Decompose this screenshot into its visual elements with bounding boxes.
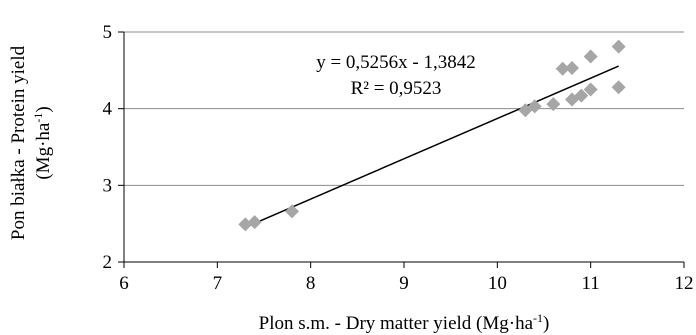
x-axis-title: Plon s.m. - Dry matter yield (Mg·ha-1) xyxy=(259,311,550,334)
y-tick-label: 3 xyxy=(103,175,113,196)
x-tick-label: 10 xyxy=(488,273,507,294)
x-tick-label: 7 xyxy=(213,273,223,294)
x-tick-label: 9 xyxy=(399,273,409,294)
data-point xyxy=(583,49,598,64)
gridlines xyxy=(124,31,684,186)
x-tick-label: 11 xyxy=(582,273,600,294)
trendline-group xyxy=(245,65,619,228)
data-point xyxy=(574,88,589,103)
x-tick-label: 12 xyxy=(675,273,694,294)
tick-labels: 2 3 4 5 6 7 8 9 10 11 12 xyxy=(103,22,694,294)
data-point xyxy=(583,82,598,97)
x-tick-label: 6 xyxy=(119,273,129,294)
y-tick-label: 2 xyxy=(103,252,113,273)
data-point xyxy=(611,39,626,54)
trendline-equation: y = 0,5256x - 1,3842 xyxy=(316,52,476,73)
y-tick-label: 5 xyxy=(103,22,113,43)
data-point xyxy=(527,99,542,114)
data-point xyxy=(238,217,253,232)
data-point xyxy=(565,61,579,76)
data-point xyxy=(247,215,262,230)
y-axis-title-line1: Pon białka - Protein yield xyxy=(8,45,29,240)
data-point xyxy=(555,61,570,76)
y-axis-title-line2: (Mg·ha-1) xyxy=(31,106,54,179)
trendline xyxy=(245,65,619,228)
data-point xyxy=(611,80,626,95)
data-point xyxy=(546,97,561,112)
r-squared-label: R² = 0,9523 xyxy=(351,78,442,99)
data-point xyxy=(285,204,299,219)
x-tick-label: 8 xyxy=(306,273,316,294)
axes xyxy=(118,31,685,268)
y-tick-label: 4 xyxy=(103,99,113,120)
data-points xyxy=(238,39,626,232)
